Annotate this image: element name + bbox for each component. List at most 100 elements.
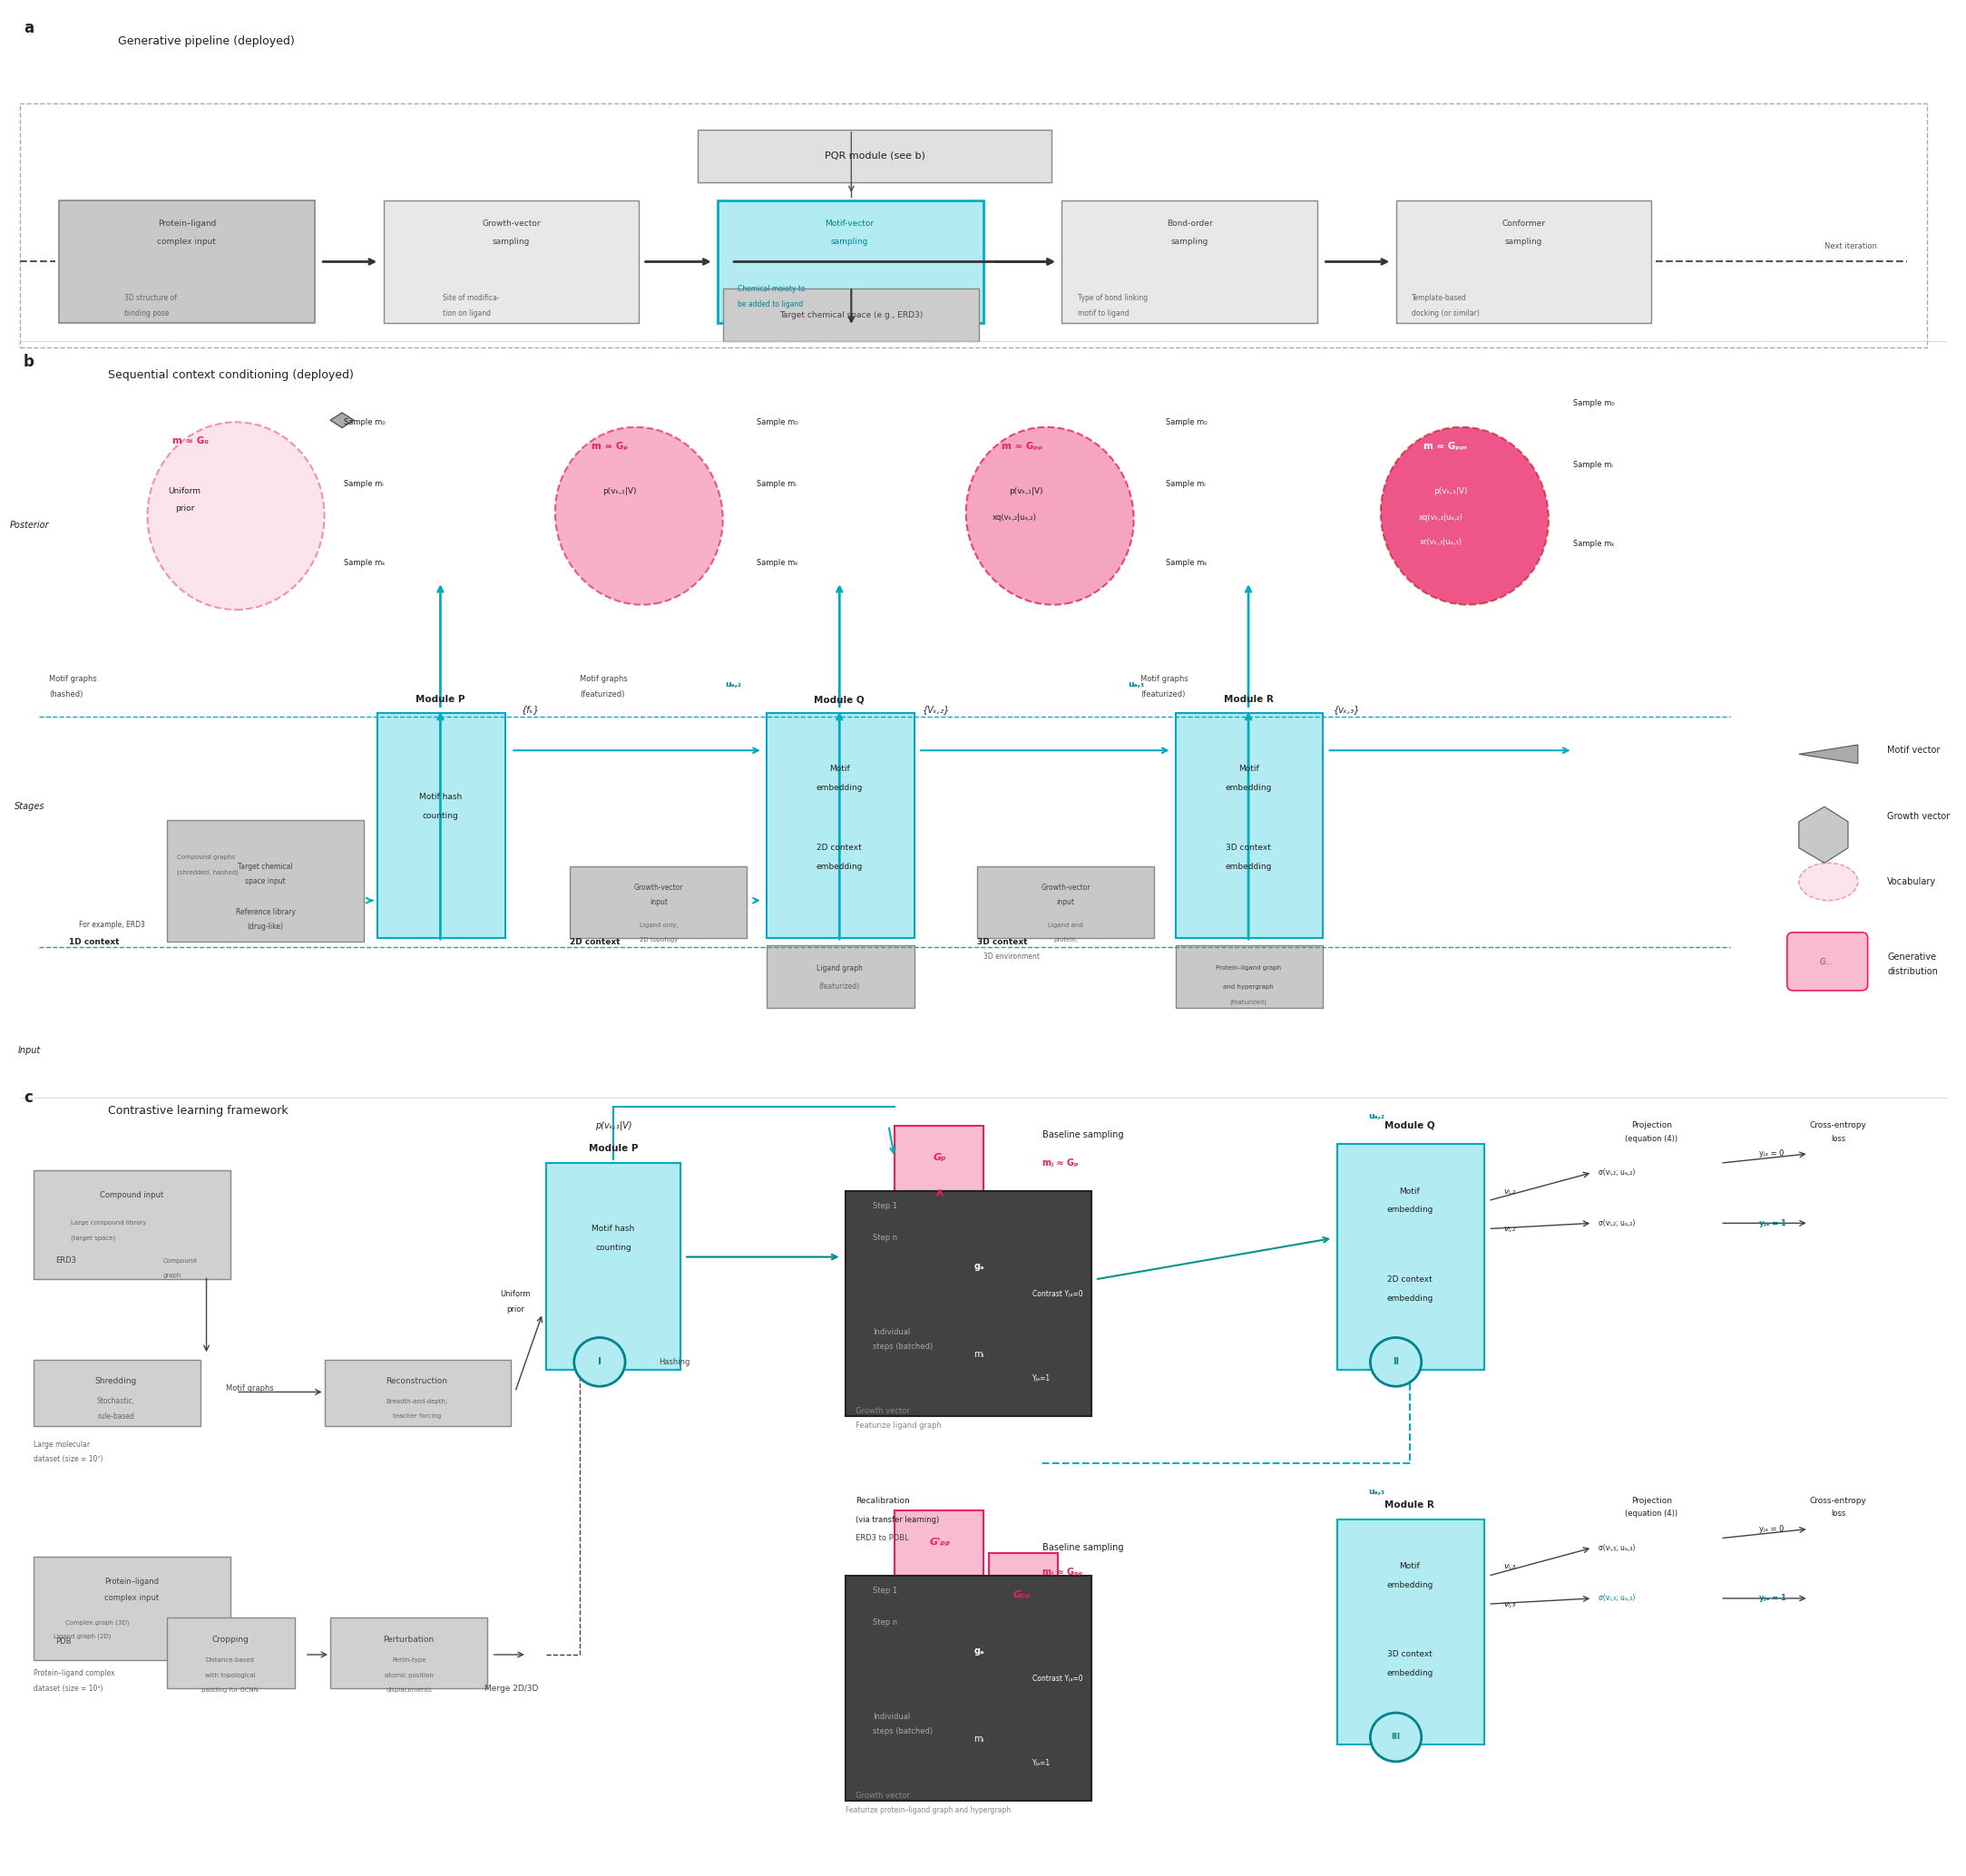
Text: Stochastic,: Stochastic, [96, 1398, 136, 1405]
Text: a: a [24, 21, 33, 36]
Text: gₐ: gₐ [973, 1263, 985, 1270]
Text: m ≈ Gₚᵨ: m ≈ Gₚᵨ [1003, 443, 1042, 450]
Ellipse shape [554, 428, 723, 604]
Text: sampling: sampling [830, 238, 869, 246]
Text: II: II [1392, 1358, 1400, 1366]
Text: displacements: displacements [385, 1688, 433, 1692]
Text: Compound graphs: Compound graphs [177, 855, 236, 859]
Ellipse shape [1799, 863, 1858, 900]
Text: Module R: Module R [1223, 696, 1274, 704]
Text: 2D context: 2D context [818, 844, 861, 852]
Text: complex input: complex input [104, 1595, 159, 1602]
Text: uₐ,₃: uₐ,₃ [1128, 681, 1144, 688]
Text: Shredding: Shredding [94, 1377, 138, 1384]
Polygon shape [1799, 807, 1848, 863]
Text: Perlin-type: Perlin-type [391, 1658, 427, 1662]
Text: Type of bond linking: Type of bond linking [1077, 295, 1148, 302]
Text: sampling: sampling [1170, 238, 1209, 246]
Text: Motif vector: Motif vector [1887, 747, 1940, 754]
Text: Sample mₖ: Sample mₖ [1573, 540, 1614, 548]
Text: Individual: Individual [873, 1328, 910, 1336]
FancyBboxPatch shape [845, 1191, 1091, 1416]
Text: Protein–ligand: Protein–ligand [157, 219, 216, 227]
Text: (shredded, hashed): (shredded, hashed) [177, 869, 238, 876]
Text: uₐ,₂: uₐ,₂ [725, 681, 741, 688]
Text: Sample m₀: Sample m₀ [344, 418, 385, 426]
Circle shape [1370, 1713, 1421, 1762]
Text: atomic position: atomic position [385, 1673, 433, 1677]
Text: Baseline sampling: Baseline sampling [1042, 1131, 1123, 1139]
Text: uₐ,₃: uₐ,₃ [1368, 1488, 1384, 1495]
Text: mᵢ: mᵢ [973, 1351, 985, 1358]
Text: Growth-vector: Growth-vector [1040, 884, 1091, 891]
Text: Site of modifica-: Site of modifica- [442, 295, 499, 302]
Circle shape [574, 1338, 625, 1386]
Text: Module Q: Module Q [1384, 1122, 1435, 1129]
Text: Sample m₀: Sample m₀ [757, 418, 798, 426]
Text: Compound input: Compound input [100, 1191, 163, 1199]
Text: Target chemical: Target chemical [238, 863, 293, 870]
FancyBboxPatch shape [767, 713, 914, 938]
Text: Yⱼₐ=1: Yⱼₐ=1 [1032, 1375, 1050, 1383]
FancyBboxPatch shape [989, 1553, 1058, 1610]
Text: Individual: Individual [873, 1713, 910, 1720]
Text: counting: counting [423, 812, 458, 820]
Ellipse shape [965, 428, 1134, 604]
Text: Step n: Step n [873, 1234, 898, 1242]
Text: σ(vₗ,₂; uₐ,₂): σ(vₗ,₂; uₐ,₂) [1598, 1219, 1636, 1227]
Text: (drug-like): (drug-like) [248, 923, 283, 930]
Text: Target chemical space (e.g., ERD3): Target chemical space (e.g., ERD3) [779, 311, 924, 319]
Text: I: I [598, 1358, 602, 1366]
Text: xq(vₖ,₂|uₐ,₂): xq(vₖ,₂|uₐ,₂) [993, 514, 1036, 522]
FancyBboxPatch shape [767, 946, 914, 1007]
Text: yⱼₐ = 0: yⱼₐ = 0 [1760, 1525, 1785, 1533]
Text: Distance-based: Distance-based [206, 1658, 254, 1662]
Text: mⱼ ≈ Gₚ: mⱼ ≈ Gₚ [1042, 1159, 1077, 1167]
Text: Uniform: Uniform [169, 488, 201, 495]
Text: Motif: Motif [1400, 1188, 1419, 1195]
Text: sampling: sampling [1504, 238, 1543, 246]
Text: Sample mᵢ: Sample mᵢ [1166, 480, 1205, 488]
Text: Motif: Motif [1400, 1563, 1419, 1570]
Text: yⱼₐ = 1: yⱼₐ = 1 [1760, 1219, 1787, 1227]
FancyBboxPatch shape [895, 1510, 983, 1576]
Text: embedding: embedding [1386, 1206, 1433, 1214]
Text: Module Q: Module Q [814, 696, 865, 704]
FancyBboxPatch shape [33, 1557, 230, 1660]
Text: 3D environment: 3D environment [983, 953, 1040, 961]
Text: Module P: Module P [588, 1144, 639, 1152]
Text: (equation (4)): (equation (4)) [1626, 1510, 1677, 1518]
Text: G...: G... [1821, 959, 1832, 966]
Text: Bond-order: Bond-order [1166, 219, 1213, 227]
Text: 2D topology: 2D topology [639, 938, 678, 942]
Text: Uniform: Uniform [499, 1291, 531, 1298]
Text: σ(vₗ,₃; uₐ,₃): σ(vₗ,₃; uₐ,₃) [1598, 1595, 1636, 1602]
FancyBboxPatch shape [383, 201, 639, 323]
Text: xr(vₖ,₃|uₐ,₃): xr(vₖ,₃|uₐ,₃) [1419, 538, 1463, 546]
Text: dataset (size = 10⁴): dataset (size = 10⁴) [33, 1685, 102, 1692]
Text: σ(vₗ,₂; uₐ,₂): σ(vₗ,₂; uₐ,₂) [1598, 1169, 1636, 1176]
Text: Motif hash: Motif hash [419, 794, 462, 801]
Circle shape [1370, 1338, 1421, 1386]
Text: Growth vector: Growth vector [855, 1407, 910, 1415]
Text: 3D context: 3D context [1225, 844, 1272, 852]
Text: Sample mᵢ: Sample mᵢ [1573, 461, 1612, 469]
Text: yⱼₐ = 1: yⱼₐ = 1 [1760, 1595, 1787, 1602]
Text: Motif-vector: Motif-vector [826, 219, 873, 227]
Text: graph: graph [163, 1274, 181, 1278]
Text: Motif: Motif [830, 765, 849, 773]
Text: Reference library: Reference library [236, 908, 295, 915]
FancyBboxPatch shape [845, 1576, 1091, 1801]
Text: (featurized): (featurized) [820, 983, 859, 991]
Text: Contrastive learning framework: Contrastive learning framework [108, 1105, 289, 1116]
Text: Ligand only,: Ligand only, [639, 923, 678, 927]
Text: distribution: distribution [1887, 968, 1938, 976]
Text: (equation (4)): (equation (4)) [1626, 1135, 1677, 1142]
FancyBboxPatch shape [377, 713, 505, 938]
Text: {vₖ,₃}: {vₖ,₃} [1333, 705, 1360, 713]
Text: (featurized): (featurized) [1231, 998, 1266, 1006]
Text: Complex graph (3D): Complex graph (3D) [65, 1619, 130, 1626]
Text: Cropping: Cropping [212, 1636, 248, 1643]
Text: steps (batched): steps (batched) [873, 1728, 934, 1735]
Text: rule-based: rule-based [98, 1413, 134, 1420]
